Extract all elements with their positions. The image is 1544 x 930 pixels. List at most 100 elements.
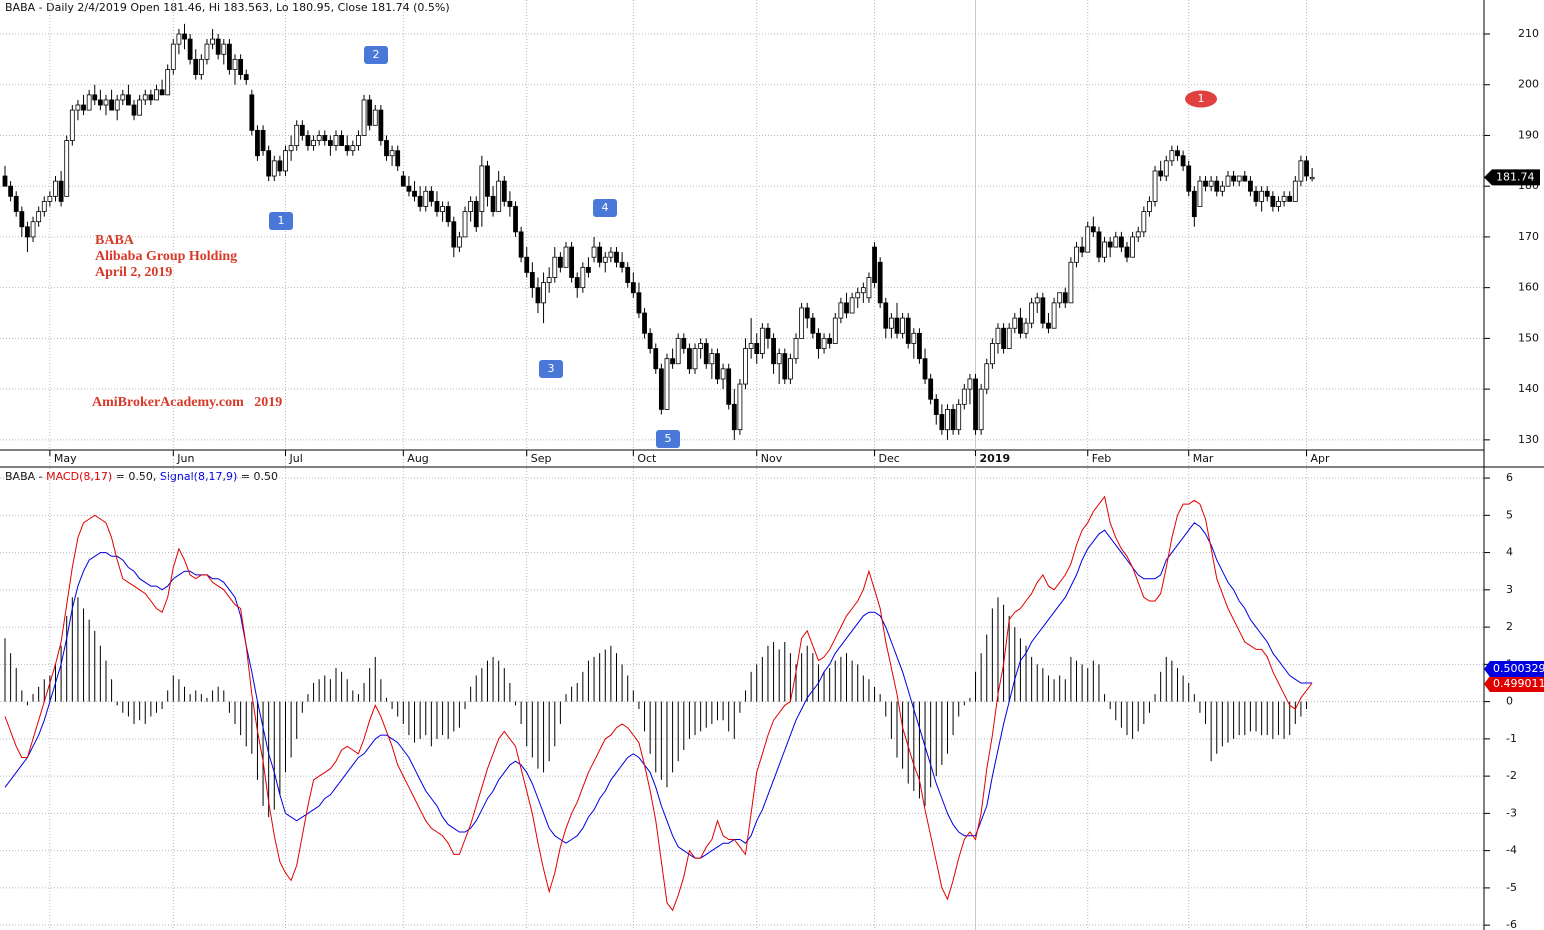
candle-body	[103, 99, 109, 106]
candle-body	[372, 109, 378, 126]
indicator-line	[4, 495, 1313, 912]
last-price-label: 181.74	[1496, 170, 1535, 183]
candle-body	[36, 211, 42, 223]
candle-body	[137, 99, 143, 116]
candle-body	[496, 180, 502, 212]
candle-body	[675, 337, 681, 365]
candle-body	[591, 246, 597, 258]
wave-label: 1	[278, 214, 285, 227]
candle-body	[905, 317, 911, 344]
candle-body	[658, 368, 664, 410]
candle-body	[25, 226, 30, 238]
candle-body	[30, 221, 36, 238]
candle-body	[187, 38, 193, 60]
candle-body	[602, 256, 608, 263]
candle-body	[485, 165, 490, 197]
indicator-line	[4, 522, 1313, 859]
candle-body	[1102, 241, 1107, 258]
candle-body	[956, 403, 962, 431]
candle-body	[109, 99, 114, 111]
candle-body	[406, 185, 412, 192]
value-tag	[1484, 661, 1544, 677]
candle-body	[759, 327, 765, 355]
candle-body	[316, 135, 322, 141]
macd-title: BABA - MACD(8,17) = 0.50, Signal(8,17,9)…	[5, 470, 278, 483]
candle-body	[1068, 261, 1074, 304]
candle-body	[428, 190, 434, 202]
candle-body	[148, 94, 154, 101]
candle-body	[670, 358, 675, 365]
candle-body	[114, 99, 120, 111]
candle-body	[788, 358, 793, 380]
candle-body	[1253, 190, 1259, 202]
candle-body	[563, 246, 569, 268]
candle-body	[978, 388, 984, 431]
candle-body	[1270, 195, 1276, 207]
candle-body	[984, 363, 990, 390]
candle-body	[266, 150, 272, 177]
header: BABA - Daily 2/4/2019 Open 181.46, Hi 18…	[5, 1, 450, 14]
x-tick-label: Jun	[176, 452, 194, 465]
candle-body	[821, 337, 827, 349]
candle-body	[1287, 195, 1293, 202]
candle-body	[473, 201, 479, 228]
candle-body	[1107, 241, 1113, 248]
candle-body	[1113, 236, 1119, 248]
candle-body	[260, 129, 266, 152]
candle-body	[1046, 322, 1051, 329]
y-tick-label: -1	[1506, 732, 1517, 745]
candle-body	[933, 398, 939, 415]
signal-summary: = 0.50	[237, 470, 278, 483]
candle-body	[462, 211, 468, 238]
candle-body	[597, 246, 603, 263]
candle-body	[2, 175, 8, 187]
candle-body	[939, 414, 945, 431]
candle-body	[1197, 180, 1203, 207]
y-tick-label: 2	[1506, 620, 1513, 633]
candle-body	[271, 160, 277, 177]
wave-label: 3	[548, 362, 555, 375]
candle-body	[490, 195, 496, 212]
candle-body	[608, 251, 614, 258]
candle-body	[945, 409, 950, 431]
candle-body	[423, 190, 429, 207]
candle-body	[1012, 317, 1018, 329]
candle-body	[1018, 317, 1023, 334]
wave-label: 5	[665, 432, 672, 445]
candle-body	[799, 307, 805, 339]
candle-body	[1147, 201, 1152, 212]
candle-body	[97, 99, 103, 106]
candle-body	[754, 343, 760, 355]
candle-body	[154, 89, 159, 101]
candle-body	[872, 246, 877, 283]
candle-body	[731, 403, 737, 431]
candle-body	[642, 312, 647, 334]
candle-body	[720, 368, 726, 380]
y-tick-label: 3	[1506, 583, 1513, 596]
candle-body	[19, 211, 25, 228]
candle-body	[614, 251, 619, 263]
marker-badge	[1185, 90, 1217, 108]
candle-body	[1276, 201, 1281, 207]
candle-body	[327, 140, 333, 147]
candle-body	[356, 135, 361, 147]
candle-body	[1304, 160, 1309, 177]
candle-body	[546, 277, 552, 283]
candle-body	[412, 190, 417, 197]
candle-body	[866, 277, 872, 299]
y-tick-label: 0	[1506, 695, 1513, 708]
candle-body	[928, 378, 934, 400]
candle-body	[877, 261, 883, 304]
x-tick-label: May	[54, 452, 77, 465]
candle-body	[513, 206, 518, 233]
macd-summary: = 0.50,	[112, 470, 160, 483]
y-tick-label: 150	[1518, 331, 1539, 344]
candle-body	[687, 348, 692, 370]
x-tick-label: 2019	[980, 452, 1011, 465]
candle-body	[524, 256, 530, 273]
note: Alibaba Group Holding	[95, 249, 237, 264]
candle-body	[75, 104, 81, 111]
note: BABA	[95, 233, 135, 248]
wave-label-box	[364, 46, 388, 64]
